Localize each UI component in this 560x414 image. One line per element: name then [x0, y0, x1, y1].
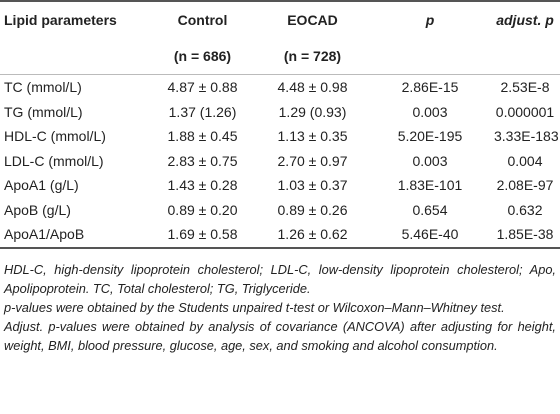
- data-cell: 0.004: [507, 152, 543, 169]
- data-cell: 0.89 ± 0.20: [167, 201, 238, 218]
- data-row: TC (mmol/L) 4.87 ± 0.88 4.48 ± 0.98 2.86E-1…: [0, 75, 560, 100]
- data-row: ApoA1/ApoB 1.69 ± 0.58 1.26 ± 0.62 5.46E-40…: [0, 222, 560, 248]
- subheader-cell: (n = 686): [150, 38, 255, 75]
- data-cell: 1.37 (1.26): [168, 103, 237, 120]
- data-cell: 0.89 ± 0.26: [277, 201, 348, 218]
- data-cell: 0.003: [412, 152, 448, 169]
- subheader-cell: [490, 38, 560, 75]
- subheader-cell: [0, 38, 150, 75]
- data-cell: 0.000001: [495, 103, 555, 120]
- data-cell: HDL-C (mmol/L): [4, 128, 106, 145]
- header-cell: Control: [177, 12, 228, 28]
- data-cell: 3.33E-183: [494, 128, 559, 145]
- data-cell: 1.43 ± 0.28: [167, 177, 238, 194]
- data-row: ApoB (g/L) 0.89 ± 0.20 0.89 ± 0.26 0.654 0.6…: [0, 198, 560, 223]
- subheader-cell: [370, 38, 490, 75]
- data-cell: 4.87 ± 0.88: [167, 79, 238, 96]
- subheader-row: (n = 686) (n = 728): [0, 38, 560, 75]
- data-cell: 1.03 ± 0.37: [277, 177, 348, 194]
- data-cell: 1.69 ± 0.58: [167, 226, 238, 243]
- data-cell: 2.70 ± 0.97: [277, 152, 348, 169]
- data-row: ApoA1 (g/L) 1.43 ± 0.28 1.03 ± 0.37 1.83E-1…: [0, 173, 560, 198]
- data-cell: 1.83E-101: [397, 177, 463, 194]
- data-cell: 1.85E-38: [496, 226, 554, 243]
- header-cell: p: [425, 12, 435, 28]
- data-cell: 1.13 ± 0.35: [277, 128, 348, 145]
- data-cell: ApoA1 (g/L): [4, 177, 79, 194]
- data-cell: 0.003: [412, 103, 448, 120]
- data-cell: 1.29 (0.93): [278, 103, 347, 120]
- data-row: TG (mmol/L) 1.37 (1.26) 1.29 (0.93) 0.003 0.…: [0, 100, 560, 125]
- data-cell: 5.46E-40: [401, 226, 459, 243]
- data-cell: ApoA1/ApoB: [4, 226, 85, 243]
- subheader-cell: (n = 728): [255, 38, 370, 75]
- header-cell: adjust. p: [496, 12, 554, 28]
- data-cell: 0.632: [507, 201, 543, 218]
- footnotes: HDL-C, high-density lipoprotein choleste…: [0, 249, 560, 355]
- data-table: Lipid parameters Control EOCAD p adjust. p (n…: [0, 0, 560, 249]
- footnote: HDL-C, high-density lipoprotein choleste…: [4, 261, 556, 296]
- data-cell: LDL-C (mmol/L): [4, 152, 104, 169]
- data-cell: TC (mmol/L): [4, 79, 82, 96]
- data-row: HDL-C (mmol/L) 1.88 ± 0.45 1.13 ± 0.35 5.20…: [0, 124, 560, 149]
- data-cell: 4.48 ± 0.98: [277, 79, 348, 96]
- footnote: Adjust. p-values were obtained by analys…: [4, 318, 556, 353]
- data-cell: 2.83 ± 0.75: [167, 152, 238, 169]
- header-cell: Lipid parameters: [4, 12, 117, 28]
- data-cell: TG (mmol/L): [4, 103, 83, 120]
- data-cell: 1.88 ± 0.45: [167, 128, 238, 145]
- data-cell: 2.86E-15: [401, 79, 459, 96]
- data-cell: ApoB (g/L): [4, 201, 71, 218]
- data-cell: 5.20E-195: [397, 128, 463, 145]
- header-cell: EOCAD: [287, 12, 338, 28]
- data-cell: 1.26 ± 0.62: [277, 226, 348, 243]
- data-cell: 2.08E-97: [496, 177, 554, 194]
- data-cell: 2.53E-8: [500, 79, 550, 96]
- data-row: LDL-C (mmol/L) 2.83 ± 0.75 2.70 ± 0.97 0.00…: [0, 149, 560, 174]
- data-cell: 0.654: [412, 201, 448, 218]
- footnote: p-values were obtained by the Students u…: [4, 299, 505, 315]
- header-row: Lipid parameters Control EOCAD p adjust. p: [0, 1, 560, 38]
- page: Lipid parameters Control EOCAD p adjust. p (n…: [0, 0, 560, 355]
